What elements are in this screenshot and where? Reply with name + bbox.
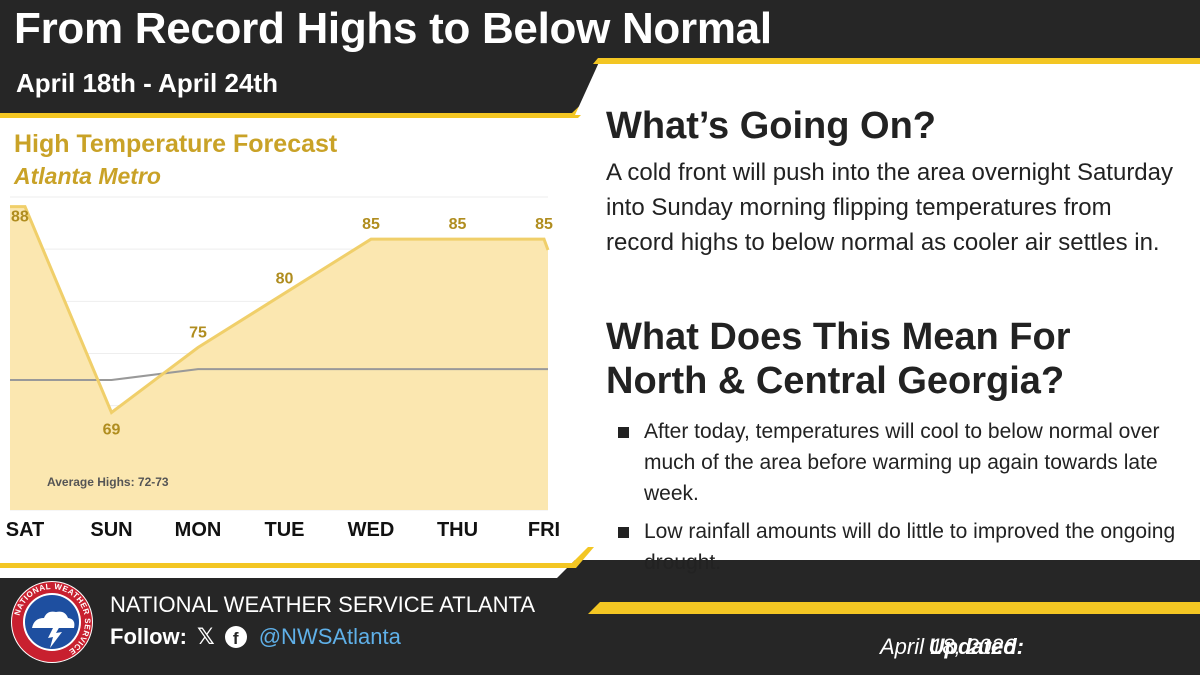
square-bullet-icon [618, 427, 629, 438]
updated-label: Updated: [929, 634, 1024, 660]
whats-going-on-text: A cold front will push into the area ove… [606, 159, 1173, 256]
bullet-item: After today, temperatures will cool to b… [618, 416, 1178, 509]
agency-name: NATIONAL WEATHER SERVICE ATLANTA [110, 592, 536, 617]
average-highs-label: Average Highs: 72-73 [47, 475, 169, 489]
updated-date: April 18, 2026 [880, 634, 1016, 659]
day-label-sun: SUN [90, 519, 132, 541]
value-label-wed: 85 [362, 216, 380, 233]
day-label-tue: TUE [265, 519, 305, 541]
facebook-icon[interactable]: f [224, 626, 247, 648]
value-label-mon: 75 [189, 325, 207, 342]
temperature-line [10, 205, 550, 415]
day-label-sat: SAT [6, 519, 45, 541]
impact-bullets: After today, temperatures will cool to b… [618, 416, 1178, 585]
value-label-fri: 85 [535, 216, 553, 233]
nws-logo-icon: NATIONAL WEATHER SERVICE [11, 581, 93, 663]
value-label-tue: 80 [276, 270, 294, 287]
chart-title: High Temperature Forecast [14, 130, 338, 158]
day-label-mon: MON [175, 519, 222, 541]
what-does-this-mean-heading: What Does This Mean For North & Central … [606, 316, 1071, 402]
square-bullet-icon [618, 527, 629, 538]
bullet-item: Low rainfall amounts will do little to i… [618, 516, 1178, 578]
value-label-thu: 85 [449, 216, 467, 233]
follow-label: Follow: [110, 624, 187, 649]
chart-subtitle: Atlanta Metro [14, 163, 161, 189]
value-label-sun: 69 [103, 422, 121, 439]
value-label-sat: 88 [11, 209, 29, 226]
day-label-wed: WED [348, 519, 395, 541]
updated-label-text: Updated: [928, 634, 1024, 659]
bullet-text: Low rainfall amounts will do little to i… [644, 520, 1176, 574]
day-label-fri: FRI [528, 519, 560, 541]
whats-going-on-heading: What’s Going On? [606, 105, 936, 147]
x-logo-icon[interactable]: 𝕏 [196, 624, 215, 649]
date-range: April 18th - April 24th [16, 68, 278, 98]
bullet-text: After today, temperatures will cool to b… [644, 420, 1160, 505]
day-label-thu: THU [437, 519, 478, 541]
temperature-area [10, 206, 548, 510]
footer-band [0, 560, 1200, 675]
follow-row: Follow: 𝕏 f @NWSAtlanta [110, 624, 401, 650]
average-highs-line [10, 368, 548, 381]
page-title: From Record Highs to Below Normal [14, 4, 772, 53]
social-handle-link[interactable]: @NWSAtlanta [258, 624, 401, 649]
